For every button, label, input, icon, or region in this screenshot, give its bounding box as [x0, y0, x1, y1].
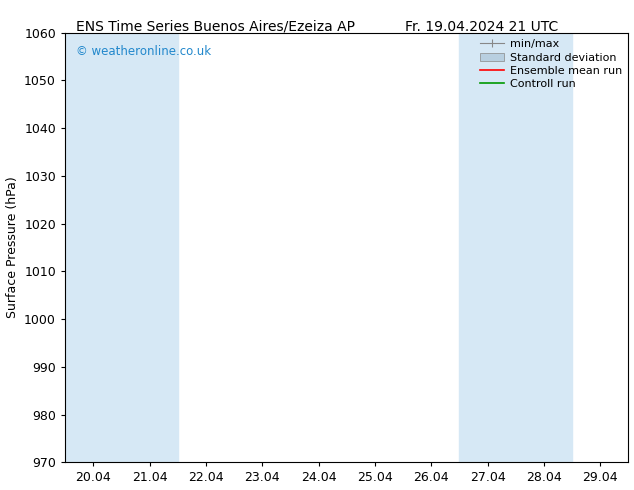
Bar — [460, 33, 515, 463]
Bar — [515, 33, 572, 463]
Legend: min/max, Standard deviation, Ensemble mean run, Controll run: min/max, Standard deviation, Ensemble me… — [475, 35, 626, 94]
Bar — [65, 33, 178, 463]
Text: ENS Time Series Buenos Aires/Ezeiza AP: ENS Time Series Buenos Aires/Ezeiza AP — [76, 20, 355, 34]
Y-axis label: Surface Pressure (hPa): Surface Pressure (hPa) — [6, 176, 18, 318]
Text: Fr. 19.04.2024 21 UTC: Fr. 19.04.2024 21 UTC — [404, 20, 558, 34]
Text: © weatheronline.co.uk: © weatheronline.co.uk — [76, 46, 211, 58]
